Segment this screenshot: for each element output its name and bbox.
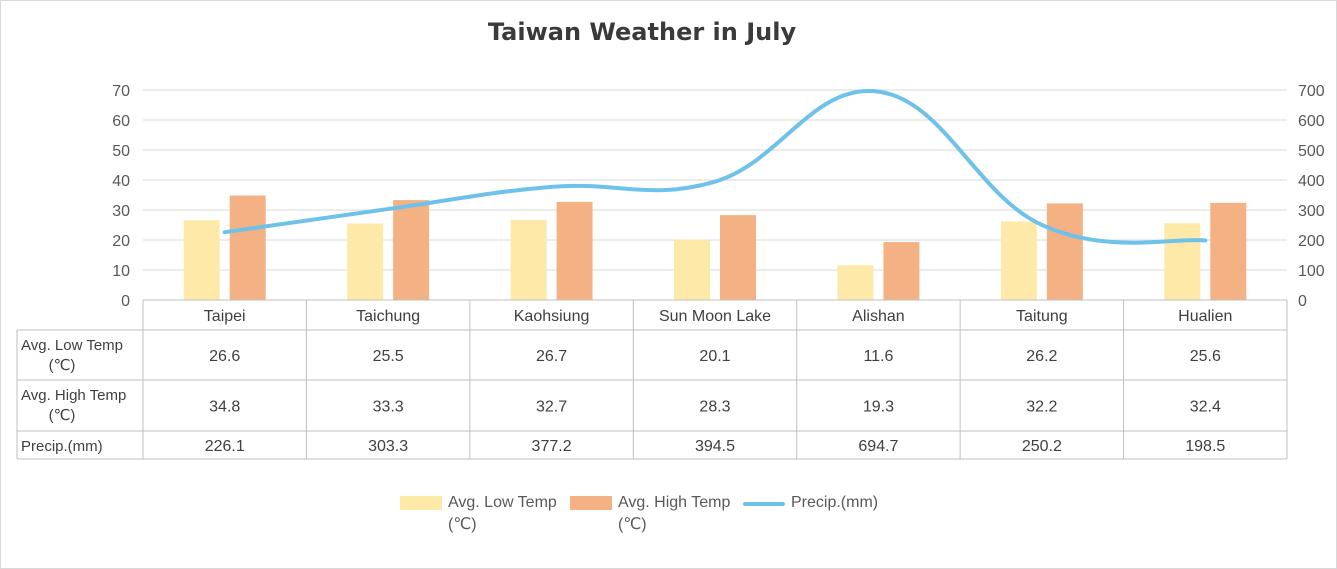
y-left-tick-label: 20 — [112, 233, 130, 250]
table-cell: 26.2 — [1026, 348, 1057, 365]
y-left-tick-label: 0 — [121, 293, 130, 310]
table-cell: 198.5 — [1185, 438, 1225, 455]
bar-high-temp — [229, 195, 266, 300]
category-label: Taipei — [204, 308, 246, 325]
table-cell: 25.5 — [373, 348, 404, 365]
bar-low-temp — [837, 265, 874, 300]
y-left-tick-label: 30 — [112, 203, 130, 220]
legend-swatch-low — [400, 496, 442, 510]
table-cell: 19.3 — [863, 399, 894, 416]
bar-high-temp — [883, 242, 920, 300]
category-label: Alishan — [852, 308, 904, 325]
table-cell: 32.4 — [1190, 399, 1221, 416]
category-label: Hualien — [1178, 308, 1232, 325]
y-right-tick-label: 400 — [1298, 173, 1325, 190]
y-left-tick-label: 40 — [112, 173, 130, 190]
legend-swatch-high — [570, 496, 612, 510]
y-right-tick-label: 600 — [1298, 113, 1325, 130]
table-cell: 34.8 — [209, 399, 240, 416]
table-row-label-unit: (℃) — [49, 407, 76, 424]
legend-swatch-precip — [743, 502, 785, 506]
category-label: Taichung — [356, 308, 420, 325]
y-right-tick-label: 0 — [1298, 293, 1307, 310]
table-cell: 26.7 — [536, 348, 567, 365]
bar-low-temp — [510, 219, 547, 300]
table-row-label-unit: (℃) — [49, 357, 76, 374]
y-right-tick-label: 500 — [1298, 143, 1325, 160]
y-left-tick-label: 70 — [112, 83, 130, 100]
table-cell: 394.5 — [695, 438, 735, 455]
legend-label-high-2: (℃) — [618, 516, 647, 533]
table-cell: 20.1 — [699, 348, 730, 365]
legend-label-low-1: Avg. Low Temp — [448, 494, 557, 511]
table-row-label: Avg. High Temp — [21, 387, 126, 404]
table-cell: 303.3 — [368, 438, 408, 455]
table-cell: 28.3 — [699, 399, 730, 416]
bar-high-temp — [1210, 202, 1247, 300]
table-cell: 25.6 — [1190, 348, 1221, 365]
bar-high-temp — [1046, 203, 1083, 300]
table-row-label: Avg. Low Temp — [21, 337, 123, 354]
bar-high-temp — [720, 215, 756, 300]
table-cell: 377.2 — [532, 438, 572, 455]
category-label: Taitung — [1016, 308, 1068, 325]
table-cell: 694.7 — [858, 438, 898, 455]
bar-low-temp — [674, 239, 710, 300]
precip-line — [222, 88, 1208, 245]
y-right-tick-label: 200 — [1298, 233, 1325, 250]
bar-high-temp — [556, 201, 593, 300]
table-cell: 32.2 — [1026, 399, 1057, 416]
table-cell: 11.6 — [863, 348, 893, 365]
y-right-tick-label: 700 — [1298, 83, 1325, 100]
bar-high-temp — [393, 200, 430, 300]
y-right-tick-label: 300 — [1298, 203, 1325, 220]
y-left-tick-label: 50 — [112, 143, 130, 160]
table-cell: 32.7 — [536, 399, 567, 416]
y-left-tick-label: 60 — [112, 113, 130, 130]
chart-title: Taiwan Weather in July — [487, 18, 797, 46]
table-cell: 33.3 — [373, 399, 404, 416]
table-cell: 226.1 — [205, 438, 245, 455]
y-right-tick-label: 100 — [1298, 263, 1325, 280]
bar-low-temp — [1000, 221, 1037, 300]
bar-low-temp — [183, 220, 220, 300]
table-cell: 26.6 — [209, 348, 240, 365]
legend-label-low-2: (℃) — [448, 516, 477, 533]
table-row-label: Precip.(mm) — [21, 438, 103, 455]
bar-low-temp — [1164, 223, 1201, 300]
y-left-tick-label: 10 — [112, 263, 130, 280]
category-label: Kaohsiung — [514, 308, 590, 325]
category-label: Sun Moon Lake — [659, 308, 771, 325]
table-cell: 250.2 — [1022, 438, 1062, 455]
legend-label-high-1: Avg. High Temp — [618, 494, 731, 511]
bar-low-temp — [347, 223, 384, 300]
legend-label-precip: Precip.(mm) — [791, 494, 879, 511]
